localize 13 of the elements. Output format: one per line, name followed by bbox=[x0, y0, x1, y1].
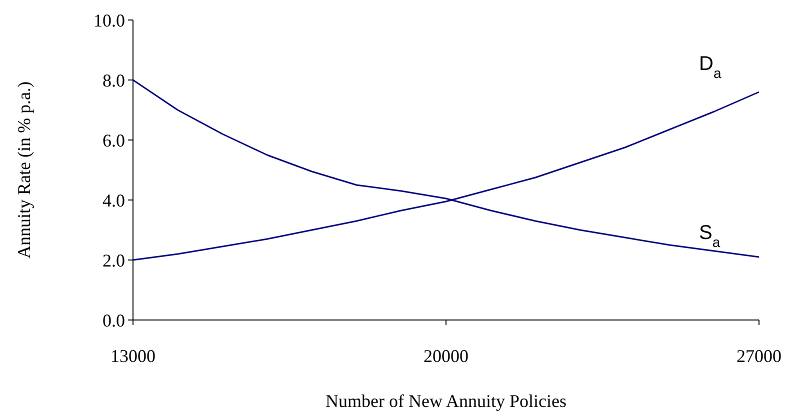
y-tick-label: 4.0 bbox=[102, 190, 125, 210]
y-axis-title: Annuity Rate (in % p.a.) bbox=[14, 82, 34, 258]
y-tick-label: 6.0 bbox=[102, 130, 125, 150]
y-tick-label: 2.0 bbox=[102, 250, 125, 270]
y-tick-label: 0.0 bbox=[102, 310, 125, 330]
y-tick-label: 10.0 bbox=[94, 10, 125, 30]
series-label: D$_{a}$ bbox=[699, 53, 722, 81]
y-tick-label: 8.0 bbox=[102, 70, 125, 90]
x-axis-title: Number of New Annuity Policies bbox=[326, 391, 566, 411]
x-tick-label: 27000 bbox=[736, 346, 782, 366]
x-tick-label: 20000 bbox=[424, 346, 468, 366]
series-label: S$_{a}$ bbox=[699, 222, 720, 250]
x-tick-label: 13000 bbox=[110, 346, 156, 366]
